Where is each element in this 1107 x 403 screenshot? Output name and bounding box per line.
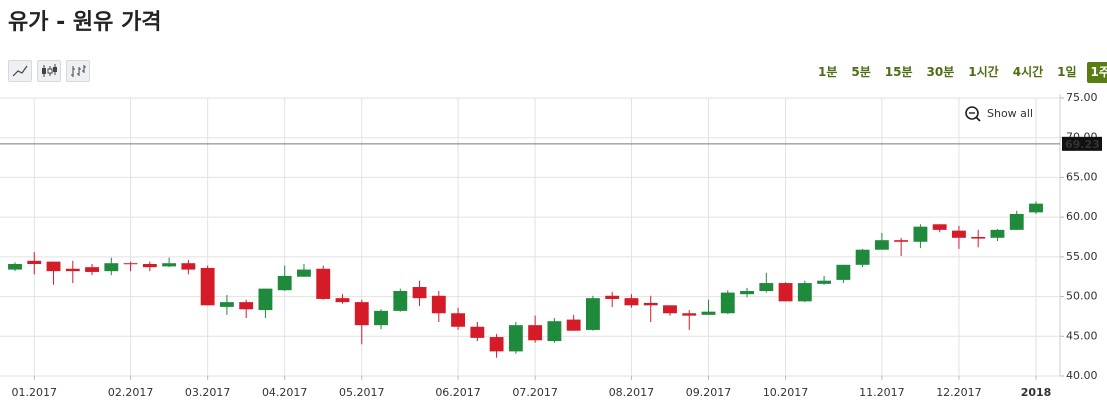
candle-body — [855, 249, 870, 265]
show-all-button[interactable]: Show all — [965, 106, 1033, 122]
x-tick-label: 05.2017 — [339, 386, 385, 399]
candle-chart-button[interactable] — [37, 60, 61, 82]
interval-button[interactable]: 1시간 — [968, 65, 999, 79]
candle-body — [316, 268, 331, 299]
candle-body — [335, 298, 350, 303]
current-price-label: 69.23 — [1065, 138, 1100, 151]
candle-body — [297, 269, 311, 277]
candle-body — [585, 298, 600, 330]
x-tick-label: 06.2017 — [435, 386, 481, 399]
y-tick-label: 65.00 — [1066, 170, 1098, 183]
line-chart-button[interactable] — [8, 60, 32, 82]
candle-body — [354, 302, 369, 326]
zoom-icon — [965, 106, 979, 120]
candle-body — [489, 337, 504, 352]
candle-body — [971, 237, 986, 239]
interval-button[interactable]: 1일 — [1057, 65, 1077, 79]
interval-bar: 1분 5분 15분 30분 1시간 4시간 1일 1주 — [808, 61, 1107, 83]
candle-body — [528, 325, 543, 341]
x-tick-label: 2018 — [1021, 386, 1052, 399]
candle-body — [874, 240, 889, 250]
icon — [12, 65, 28, 77]
candle-body — [759, 283, 774, 292]
candle-body — [219, 302, 234, 307]
x-tick-label: 04.2017 — [262, 386, 308, 399]
x-tick-label: 11.2017 — [859, 386, 905, 399]
candle-body — [701, 311, 716, 315]
current-price-box — [1062, 136, 1102, 151]
x-tick-label: 10.2017 — [763, 386, 809, 399]
candle-body — [277, 275, 292, 291]
candle-body — [393, 291, 408, 311]
candle-body — [952, 230, 966, 238]
candle-body — [85, 267, 99, 272]
candle-body — [1009, 213, 1024, 230]
candle-body — [8, 264, 22, 270]
candle-body — [162, 263, 177, 267]
candle-body — [470, 326, 485, 338]
candle-body — [682, 313, 697, 316]
x-tick-label: 12.2017 — [936, 386, 982, 399]
candle-body — [508, 325, 523, 352]
interval-button[interactable]: 4시간 — [1012, 65, 1044, 79]
interval-button[interactable]: 15분 — [884, 65, 913, 79]
candle-body — [1029, 203, 1043, 213]
x-tick-label: 07.2017 — [512, 386, 558, 399]
candle-body — [778, 283, 793, 302]
candle-body — [46, 261, 61, 272]
candle-body — [624, 298, 639, 306]
candle-body — [932, 224, 947, 230]
candle-body — [451, 313, 466, 327]
y-tick-label: 40.00 — [1066, 369, 1098, 382]
icon — [42, 64, 57, 77]
y-tick-label: 60.00 — [1066, 210, 1098, 223]
candle-body — [566, 319, 581, 331]
candle-body — [817, 280, 832, 284]
candle-body — [200, 267, 215, 306]
candle-body — [547, 321, 562, 342]
y-tick-label: 70.00 — [1066, 131, 1098, 144]
interval-button[interactable]: 1분 — [818, 65, 838, 79]
candle-body — [258, 288, 273, 311]
y-tick-label: 50.00 — [1066, 290, 1098, 303]
candle-body — [990, 229, 1005, 238]
candle-body — [740, 291, 754, 295]
candle-body — [720, 292, 735, 314]
x-tick-label: 01.2017 — [12, 386, 58, 399]
icon — [71, 65, 86, 77]
candle-body — [123, 263, 138, 265]
candle-body — [663, 305, 677, 314]
interval-button[interactable]: 30분 — [926, 65, 955, 79]
x-tick-label: 08.2017 — [609, 386, 655, 399]
zoom-icon — [975, 116, 981, 122]
candle-body — [104, 263, 119, 272]
candle-body — [431, 295, 446, 314]
candle-body — [142, 264, 157, 268]
candle-body — [181, 263, 196, 270]
x-tick-label: 03.2017 — [185, 386, 231, 399]
interval-button[interactable]: 1주 — [1086, 62, 1107, 83]
show-all-label: Show all — [987, 107, 1033, 120]
candle-body — [412, 287, 427, 299]
x-tick-label: 09.2017 — [686, 386, 732, 399]
candle-body — [913, 226, 928, 242]
page-title: 유가 - 원유 가격 — [8, 10, 162, 35]
interval-button[interactable]: 5분 — [851, 65, 871, 79]
candle-body — [27, 260, 42, 265]
candle-body — [239, 302, 254, 310]
candle-body — [65, 268, 80, 272]
candle-body — [605, 295, 620, 299]
candle-body — [894, 240, 909, 242]
x-tick-label: 02.2017 — [108, 386, 154, 399]
candle-body — [797, 283, 812, 302]
bar-chart-button[interactable] — [66, 60, 90, 82]
y-tick-label: 75.00 — [1066, 91, 1098, 104]
candle-body — [643, 302, 658, 306]
candle-body — [374, 310, 388, 326]
y-tick-label: 45.00 — [1066, 329, 1098, 342]
candle-body — [836, 264, 851, 280]
y-tick-label: 55.00 — [1066, 250, 1098, 263]
